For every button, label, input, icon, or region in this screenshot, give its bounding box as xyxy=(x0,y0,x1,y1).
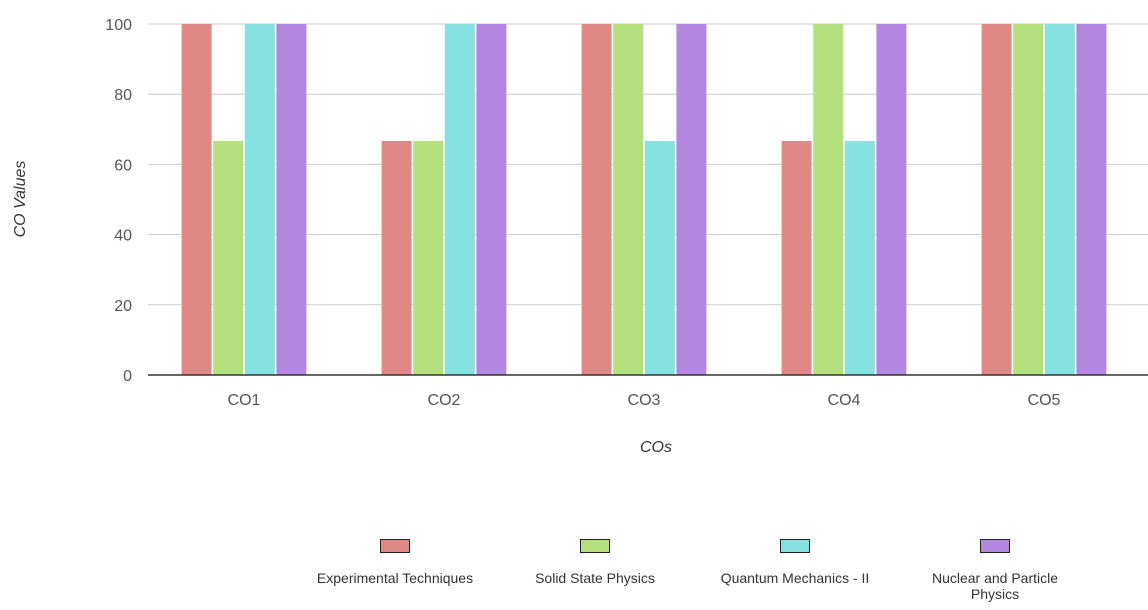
bar[interactable] xyxy=(613,24,644,375)
bar[interactable] xyxy=(981,24,1012,375)
y-tick-label: 80 xyxy=(114,87,132,104)
bars xyxy=(181,24,1107,375)
bar[interactable] xyxy=(844,140,875,375)
x-tick-label: CO3 xyxy=(628,392,661,409)
bar[interactable] xyxy=(1044,24,1075,375)
legend-item-quantum-mechanics-ii[interactable]: Quantum Mechanics - II xyxy=(700,536,890,586)
legend-swatch-solid-state-physics xyxy=(580,539,610,553)
y-axis-title: CO Values xyxy=(12,161,29,238)
bar[interactable] xyxy=(581,24,612,375)
bar[interactable] xyxy=(181,24,212,375)
legend: Experimental Techniques Solid State Phys… xyxy=(300,536,1100,610)
bar[interactable] xyxy=(244,24,275,375)
legend-label-solid-state-physics: Solid State Physics xyxy=(535,570,655,586)
y-tick-label: 20 xyxy=(114,298,132,315)
y-tick-label: 40 xyxy=(114,228,132,245)
bar[interactable] xyxy=(476,24,507,375)
bar[interactable] xyxy=(276,24,307,375)
legend-label-experimental-techniques: Experimental Techniques xyxy=(316,570,474,586)
x-tick-label: CO2 xyxy=(428,392,461,409)
legend-swatch-experimental-techniques xyxy=(380,539,410,553)
x-axis-title: COs xyxy=(640,439,672,456)
x-tick-label: CO4 xyxy=(828,392,861,409)
x-tick-label: CO5 xyxy=(1028,392,1061,409)
bar[interactable] xyxy=(876,24,907,375)
legend-item-nuclear-and-particle-physics[interactable]: Nuclear and Particle Physics xyxy=(900,536,1090,602)
y-tick-labels: 0 20 40 60 80 100 xyxy=(105,17,132,385)
x-tick-label: CO1 xyxy=(228,392,261,409)
bar[interactable] xyxy=(213,140,244,375)
bar[interactable] xyxy=(413,140,444,375)
legend-item-solid-state-physics[interactable]: Solid State Physics xyxy=(500,536,690,586)
y-tick-label: 100 xyxy=(105,17,132,34)
bar[interactable] xyxy=(1076,24,1107,375)
legend-swatch-quantum-mechanics-ii xyxy=(780,539,810,553)
y-tick-label: 0 xyxy=(123,368,132,385)
bar[interactable] xyxy=(781,140,812,375)
bar[interactable] xyxy=(644,140,675,375)
legend-swatch-nuclear-and-particle-physics xyxy=(980,539,1010,553)
legend-item-experimental-techniques[interactable]: Experimental Techniques xyxy=(300,536,490,586)
bar[interactable] xyxy=(676,24,707,375)
bar[interactable] xyxy=(444,24,475,375)
y-tick-label: 60 xyxy=(114,157,132,174)
legend-label-nuclear-and-particle-physics: Nuclear and Particle Physics xyxy=(931,570,1059,602)
bar[interactable] xyxy=(381,140,412,375)
bar[interactable] xyxy=(813,24,844,375)
x-tick-labels: CO1 CO2 CO3 CO4 CO5 xyxy=(228,392,1061,409)
bar-chart: 0 20 40 60 80 100 CO1 CO2 CO3 CO4 CO5 COs CO Valu… xyxy=(12,17,1148,456)
bar[interactable] xyxy=(1013,24,1044,375)
legend-label-quantum-mechanics-ii: Quantum Mechanics - II xyxy=(720,570,870,586)
